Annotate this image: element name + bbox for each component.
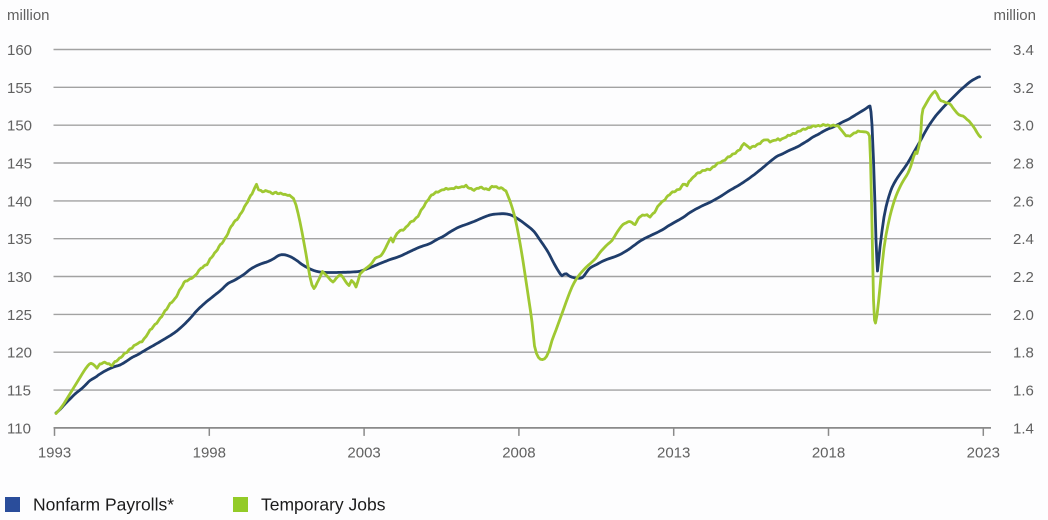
svg-text:2.8: 2.8 bbox=[1013, 156, 1034, 173]
svg-text:160: 160 bbox=[7, 42, 32, 59]
svg-text:130: 130 bbox=[7, 269, 32, 286]
svg-text:1.4: 1.4 bbox=[1013, 420, 1034, 437]
svg-text:2023: 2023 bbox=[967, 445, 1000, 462]
svg-text:110: 110 bbox=[7, 420, 31, 437]
svg-text:1998: 1998 bbox=[193, 445, 226, 462]
svg-text:2.4: 2.4 bbox=[1013, 231, 1034, 248]
svg-text:2013: 2013 bbox=[657, 445, 690, 462]
svg-text:120: 120 bbox=[7, 345, 32, 362]
svg-text:2.2: 2.2 bbox=[1013, 269, 1034, 286]
svg-text:3.0: 3.0 bbox=[1013, 118, 1034, 135]
svg-text:2008: 2008 bbox=[502, 445, 535, 462]
svg-text:3.4: 3.4 bbox=[1013, 42, 1034, 59]
svg-text:million: million bbox=[993, 7, 1036, 24]
svg-text:million: million bbox=[7, 7, 50, 24]
svg-text:1993: 1993 bbox=[38, 445, 71, 462]
svg-text:3.2: 3.2 bbox=[1013, 80, 1034, 97]
svg-text:125: 125 bbox=[7, 307, 32, 324]
svg-text:2.0: 2.0 bbox=[1013, 307, 1034, 324]
svg-text:115: 115 bbox=[7, 383, 31, 400]
svg-text:150: 150 bbox=[7, 118, 32, 135]
svg-text:Temporary Jobs: Temporary Jobs bbox=[261, 495, 386, 515]
svg-text:2.6: 2.6 bbox=[1013, 193, 1034, 210]
svg-text:135: 135 bbox=[7, 231, 32, 248]
svg-text:145: 145 bbox=[7, 156, 32, 173]
svg-text:2003: 2003 bbox=[347, 445, 380, 462]
svg-text:1.8: 1.8 bbox=[1013, 345, 1034, 362]
svg-text:1.6: 1.6 bbox=[1013, 383, 1034, 400]
svg-text:155: 155 bbox=[7, 80, 32, 97]
svg-text:Nonfarm Payrolls*: Nonfarm Payrolls* bbox=[33, 495, 174, 515]
svg-text:2018: 2018 bbox=[812, 445, 845, 462]
svg-text:140: 140 bbox=[7, 193, 32, 210]
